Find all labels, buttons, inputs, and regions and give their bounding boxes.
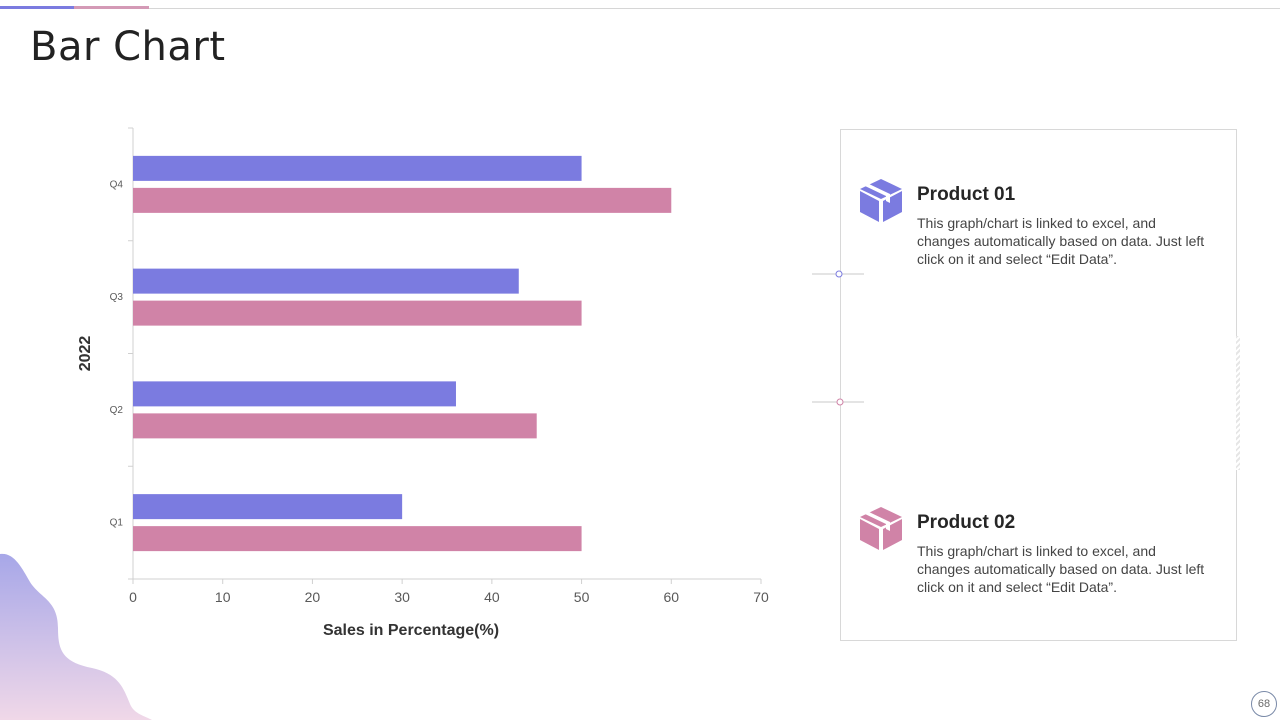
bar-product-02-q2 [133,413,537,439]
product-01-description: This graph/chart is linked to excel, and… [917,215,1205,267]
y-tick-label: Q2 [110,405,124,416]
y-tick-label: Q3 [110,292,124,303]
y-tick-label: Q4 [110,179,124,190]
top-rule [0,8,1280,9]
product-01-title: Product 01 [917,184,1016,205]
x-tick-label: 10 [215,589,231,605]
x-tick-label: 70 [753,589,769,605]
x-tick-label: 60 [663,589,679,605]
box-icon [860,507,902,550]
x-axis-title: Sales in Percentage(%) [323,622,499,639]
product-02-description: This graph/chart is linked to excel, and… [917,543,1205,595]
x-tick-label: 20 [305,589,321,605]
bar-product-01-q2 [133,381,456,407]
x-tick-label: 0 [129,589,137,605]
accent-bar-pink [74,6,149,9]
box-icon [860,179,902,222]
x-tick-label: 30 [394,589,410,605]
bar-chart: 0 10 20 30 40 50 60 70 Q1 Q2 Q3 Q4 Sales in Percenta… [77,127,769,639]
bar-product-02-q4 [133,187,672,213]
decorative-wave [0,553,152,720]
y-axis-title: 2022 [77,336,94,372]
bar-product-02-q1 [133,526,582,552]
bar-product-01-q1 [133,494,403,520]
x-tick-label: 40 [484,589,500,605]
bar-product-01-q4 [133,155,582,181]
x-tick-label: 50 [574,589,590,605]
product-02-title: Product 02 [917,512,1016,533]
panel-shadow [1236,336,1240,470]
page-number: 68 [1251,691,1277,717]
bar-product-02-q3 [133,300,582,326]
y-tick-label: Q1 [110,518,124,529]
accent-bar-blue [0,6,74,9]
bar-product-01-q3 [133,268,519,294]
connector-product-01 [812,270,864,278]
page-title: Bar Chart [30,24,226,70]
connector-product-02 [812,398,864,406]
